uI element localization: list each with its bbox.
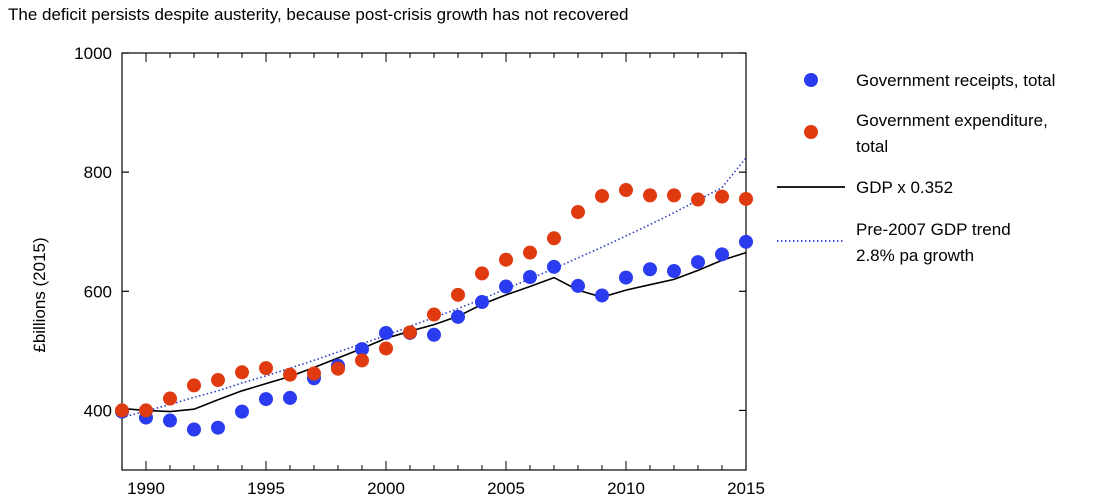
data-point-series-0 — [595, 288, 609, 303]
data-point-series-1 — [211, 373, 225, 388]
data-point-series-1 — [475, 266, 489, 281]
series-lines — [121, 157, 747, 419]
x-tick-label: 2005 — [487, 479, 525, 498]
data-point-series-1 — [115, 403, 129, 418]
data-point-series-1 — [355, 353, 369, 368]
data-point-series-0 — [739, 234, 753, 249]
legend: Government receipts, total Government exp… — [777, 71, 1055, 265]
legend-marker — [804, 73, 818, 87]
data-point-series-0 — [547, 259, 561, 274]
data-point-series-1 — [643, 188, 657, 203]
data-point-series-1 — [403, 325, 417, 340]
data-point-series-0 — [619, 270, 633, 285]
y-axis: 400 600 800 1000 — [74, 44, 746, 420]
data-point-series-1 — [283, 367, 297, 382]
data-point-series-1 — [619, 183, 633, 198]
x-tick-label: 2010 — [607, 479, 645, 498]
y-tick-label: 400 — [84, 401, 112, 420]
y-tick-label: 600 — [84, 282, 112, 301]
data-point-series-0 — [643, 262, 657, 277]
series-points — [115, 183, 753, 437]
data-point-series-1 — [235, 365, 249, 380]
data-point-series-1 — [523, 245, 537, 260]
plot-border — [121, 52, 747, 471]
series-line-2 — [121, 251, 747, 413]
legend-marker — [804, 125, 818, 139]
data-point-series-0 — [451, 309, 465, 324]
data-point-series-0 — [283, 390, 297, 405]
data-point-series-1 — [571, 205, 585, 220]
data-point-series-0 — [475, 295, 489, 310]
plot-frame — [121, 52, 747, 471]
legend-label: Government receipts, total — [856, 71, 1055, 90]
data-point-series-1 — [139, 403, 153, 418]
data-point-series-0 — [499, 279, 513, 294]
legend-entry-0: Government receipts, total — [804, 71, 1055, 90]
data-point-series-1 — [715, 189, 729, 204]
data-point-series-0 — [691, 255, 705, 270]
data-point-series-0 — [667, 264, 681, 279]
x-tick-label: 1995 — [247, 479, 285, 498]
data-point-series-0 — [163, 413, 177, 428]
data-point-series-0 — [211, 420, 225, 435]
data-point-series-1 — [331, 361, 345, 376]
data-point-series-0 — [571, 278, 585, 293]
legend-entry-1: Government expenditure, total — [804, 111, 1048, 156]
legend-entry-3: Pre-2007 GDP trend 2.8% pa growth — [777, 220, 1011, 265]
x-tick-label: 1990 — [127, 479, 165, 498]
data-point-series-0 — [355, 342, 369, 357]
data-point-series-1 — [259, 361, 273, 376]
data-point-series-1 — [307, 366, 321, 381]
data-point-series-1 — [739, 191, 753, 206]
data-point-series-1 — [379, 341, 393, 356]
data-point-series-1 — [163, 391, 177, 406]
data-point-series-0 — [427, 327, 441, 342]
data-point-series-0 — [259, 392, 273, 407]
data-point-series-0 — [235, 404, 249, 419]
x-tick-label: 2015 — [727, 479, 765, 498]
x-axis: 1990 1995 2000 2005 2010 2015 — [121, 53, 765, 498]
data-point-series-1 — [451, 287, 465, 302]
data-point-series-1 — [667, 188, 681, 203]
data-point-series-1 — [499, 252, 513, 267]
data-point-series-1 — [595, 188, 609, 203]
legend-label: Government expenditure, total — [856, 111, 1048, 156]
chart-title: The deficit persists despite austerity, … — [8, 5, 629, 24]
legend-label: Pre-2007 GDP trend 2.8% pa growth — [856, 220, 1011, 265]
data-point-series-0 — [379, 325, 393, 340]
data-point-series-0 — [187, 422, 201, 437]
data-point-series-1 — [691, 192, 705, 207]
legend-label: GDP x 0.352 — [856, 178, 953, 197]
y-tick-label: 800 — [84, 163, 112, 182]
data-point-series-0 — [715, 247, 729, 262]
y-axis-label: £billions (2015) — [30, 237, 49, 352]
data-point-series-1 — [427, 307, 441, 322]
y-tick-label: 1000 — [74, 44, 112, 63]
data-point-series-1 — [187, 378, 201, 393]
data-point-series-0 — [523, 269, 537, 284]
data-point-series-1 — [547, 231, 561, 246]
series-line-3 — [121, 157, 747, 419]
x-tick-label: 2000 — [367, 479, 405, 498]
legend-entry-2: GDP x 0.352 — [777, 178, 953, 197]
